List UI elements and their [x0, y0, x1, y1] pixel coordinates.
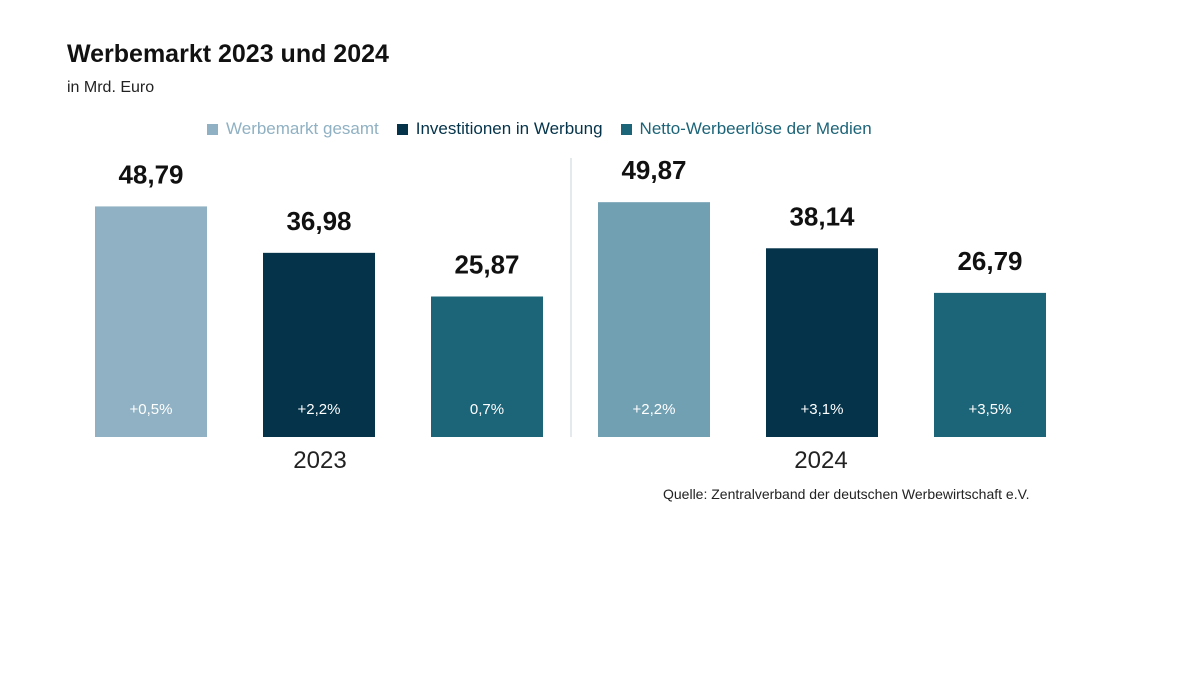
category-label-2023: 2023 [293, 447, 346, 474]
change-label-investitionen-2023: +2,2% [298, 401, 341, 418]
change-label-werbemarkt-gesamt-2024: +2,2% [633, 401, 676, 418]
legend-label-investitionen: Investitionen in Werbung [415, 119, 603, 138]
legend-item-netto: Netto-Werbeerlöse der Medien [620, 119, 872, 139]
bar-investitionen-2024 [766, 248, 878, 437]
category-label-2024: 2024 [794, 447, 847, 474]
chart-title: Werbemarkt 2023 und 2024 [67, 40, 389, 68]
legend-label-netto: Netto-Werbeerlöse der Medien [639, 119, 872, 138]
change-label-netto-2024: +3,5% [969, 401, 1012, 418]
source-note: Quelle: Zentralverband der deutschen Wer… [663, 486, 1030, 502]
legend-item-werbemarkt-gesamt: Werbemarkt gesamt [207, 119, 379, 139]
chart-subtitle: in Mrd. Euro [67, 79, 155, 96]
value-label-netto-2024: 26,79 [957, 246, 1022, 276]
legend-swatch-netto [620, 123, 632, 135]
legend-swatch-werbemarkt-gesamt [207, 123, 218, 135]
bar-investitionen-2023 [263, 252, 375, 437]
bar-netto-2023 [431, 296, 543, 437]
value-label-investitionen-2023: 36,98 [286, 206, 351, 236]
value-label-investitionen-2024: 38,14 [789, 201, 855, 231]
change-label-netto-2023: 0,7% [470, 401, 504, 418]
bar-netto-2024 [934, 292, 1046, 437]
legend: Werbemarkt gesamt Investitionen in Werbu… [207, 119, 872, 139]
change-label-werbemarkt-gesamt-2023: +0,5% [130, 401, 173, 418]
value-label-werbemarkt-gesamt-2024: 49,87 [621, 155, 686, 185]
legend-label-werbemarkt-gesamt: Werbemarkt gesamt [226, 119, 379, 138]
change-label-investitionen-2024: +3,1% [801, 401, 844, 418]
value-label-werbemarkt-gesamt-2023: 48,79 [118, 159, 183, 189]
bar-werbemarkt-gesamt-2023 [95, 206, 207, 437]
value-label-netto-2023: 25,87 [454, 250, 519, 280]
legend-item-investitionen: Investitionen in Werbung [396, 119, 603, 139]
bar-werbemarkt-gesamt-2024 [598, 202, 710, 437]
legend-swatch-investitionen [396, 123, 408, 135]
